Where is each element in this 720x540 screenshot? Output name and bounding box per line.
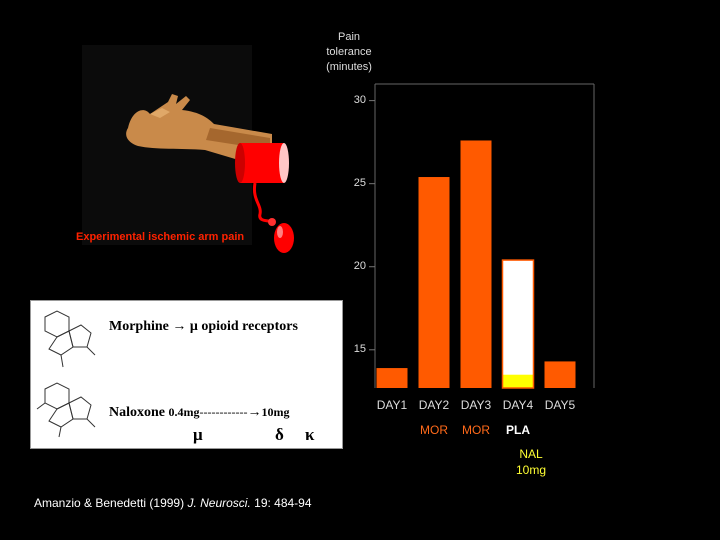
citation-journal: J. Neurosci. [187, 496, 251, 510]
receptor-mu: μ [193, 425, 203, 444]
pump-bulb-icon [268, 218, 294, 253]
x-tick-label: DAY3 [460, 398, 492, 412]
tourniquet-cuff-icon [235, 143, 289, 183]
y-tick-label: 25 [353, 176, 366, 189]
bar-day3 [460, 140, 492, 388]
illustration-caption: Experimental ischemic arm pain [76, 231, 245, 243]
y-axis-label-line: Pain [337, 31, 361, 43]
morphine-structure-icon [44, 310, 96, 368]
bar-outline [501, 259, 535, 389]
y-axis-label: Pain tolerance (minutes) [312, 30, 386, 75]
receptor-delta: δ [275, 425, 284, 444]
x-tick-label: DAY2 [418, 398, 450, 412]
bar-segment-nal [502, 374, 534, 388]
dose-dashes: ------------ [199, 405, 248, 419]
bar-day2 [418, 177, 450, 388]
morphine-line: Morphine → μ opioid receptors [109, 319, 298, 334]
y-axis-label-line: tolerance [326, 46, 372, 58]
y-axis-label-line: (minutes) [326, 61, 372, 73]
condition-label-day2: MOR [420, 423, 448, 437]
drug-panel: Morphine → μ opioid receptors Naloxone 0… [30, 300, 343, 449]
x-tick-label: DAY5 [544, 398, 576, 412]
dose-high: 10mg [261, 405, 290, 419]
y-tick-label: 30 [353, 93, 366, 106]
bar-day4 [502, 260, 534, 388]
citation: Amanzio & Benedetti (1999) J. Neurosci. … [34, 496, 312, 510]
naloxone-label: Naloxone [109, 405, 165, 420]
y-ticks [369, 100, 375, 351]
y-tick-label: 15 [353, 342, 366, 355]
citation-authors: Amanzio & Benedetti (1999) [34, 496, 185, 510]
x-tick-label: DAY4 [502, 398, 534, 412]
x-tick-label: DAY1 [376, 398, 408, 412]
dose-low: 0.4mg [168, 405, 200, 419]
condition-label-day3: MOR [462, 423, 490, 437]
condition-label-day4: PLA [506, 423, 530, 437]
bars [376, 140, 576, 389]
nal-annotation: NAL 10mg [506, 446, 556, 478]
y-tick-label: 20 [353, 259, 366, 272]
receptor-kappa: κ [305, 425, 315, 444]
bar-day5 [544, 361, 576, 388]
nal-annotation-line: 10mg [515, 463, 547, 477]
tube-icon [252, 182, 273, 224]
naloxone-structure-icon [36, 382, 96, 438]
naloxone-line: Naloxone 0.4mg------------→10mg [109, 405, 289, 421]
bar-day1 [376, 368, 408, 388]
arrow-icon: → [247, 405, 262, 420]
citation-details: 19: 484-94 [254, 496, 312, 510]
nal-annotation-line: NAL [519, 447, 543, 461]
